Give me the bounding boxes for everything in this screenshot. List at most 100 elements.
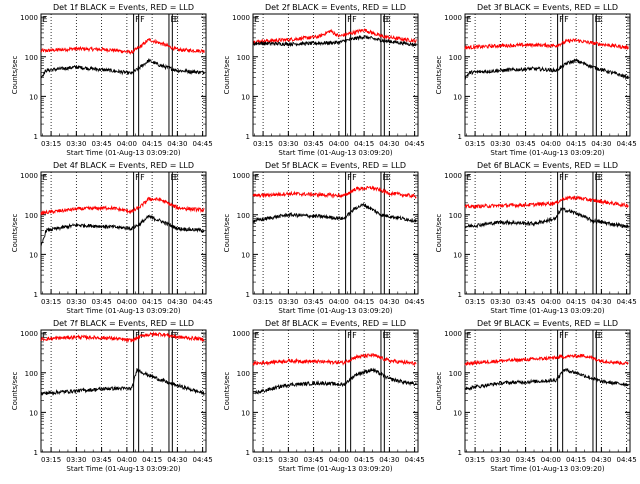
x-tick-label: 03:15 xyxy=(253,140,273,148)
x-tick-label: 03:45 xyxy=(304,140,324,148)
x-tick-label: 04:15 xyxy=(354,298,374,306)
lld-series-line xyxy=(464,195,629,210)
marker-letter-E: E xyxy=(174,173,179,182)
panel-title: Det 1f BLACK = Events, RED = LLD xyxy=(53,3,194,12)
plot-frame xyxy=(464,329,631,453)
x-tick-label: 03:15 xyxy=(465,298,485,306)
panel-det-8: Det 8f BLACK = Events, RED = LLD 1 10 100 10… xyxy=(223,319,425,473)
x-tick-label: 04:00 xyxy=(541,140,561,148)
marker-letter-F: F xyxy=(140,15,145,24)
x-axis-label: Start Time (01-Aug-13 03:09:20) xyxy=(66,149,180,157)
y-tick-label: 10 xyxy=(241,251,250,259)
x-tick-label: 03:45 xyxy=(92,298,112,306)
x-tick-label: 03:45 xyxy=(92,140,112,148)
x-tick-label: 04:30 xyxy=(167,140,187,148)
marker-letter-E: E xyxy=(467,331,472,340)
x-axis-label: Start Time (01-Aug-13 03:09:20) xyxy=(278,307,392,315)
lld-series-line xyxy=(40,331,205,344)
x-tick-label: 04:45 xyxy=(193,298,213,306)
marker-letter-E: E xyxy=(382,331,387,340)
events-series-line xyxy=(464,207,629,229)
marker-letter-F: F xyxy=(347,15,352,24)
marker-letter-E: E xyxy=(386,173,391,182)
marker-letter-E: E xyxy=(598,15,603,24)
x-tick-label: 03:45 xyxy=(304,456,324,464)
marker-letter-E: E xyxy=(170,173,175,182)
y-tick-label: 1000 xyxy=(232,330,250,338)
y-axis-label: Counts/sec xyxy=(223,372,231,411)
panel-title: Det 2f BLACK = Events, RED = LLD xyxy=(265,3,406,12)
marker-letter-E: E xyxy=(255,15,260,24)
x-tick-label: 03:15 xyxy=(465,140,485,148)
x-tick-label: 04:15 xyxy=(142,456,162,464)
y-tick-label: 100 xyxy=(237,370,250,378)
marker-letter-F: F xyxy=(347,173,352,182)
marker-letter-E: E xyxy=(467,173,472,182)
panel-det-4: Det 4f BLACK = Events, RED = LLD 1 10 100 10… xyxy=(11,161,213,315)
plot-frame xyxy=(464,13,631,137)
y-tick-label: 1000 xyxy=(444,172,462,180)
y-axis-label: Counts/sec xyxy=(223,56,231,95)
y-tick-label: 1000 xyxy=(444,14,462,22)
y-axis-label: Counts/sec xyxy=(11,56,19,95)
marker-letter-F: F xyxy=(135,331,140,340)
marker-letter-F: F xyxy=(564,15,569,24)
x-tick-label: 04:30 xyxy=(167,298,187,306)
x-tick-label: 03:15 xyxy=(253,456,273,464)
y-axis-label: Counts/sec xyxy=(11,214,19,253)
marker-letter-E: E xyxy=(382,173,387,182)
y-tick-label: 1 xyxy=(458,133,462,141)
x-tick-label: 03:30 xyxy=(278,298,298,306)
x-tick-label: 04:00 xyxy=(117,456,137,464)
events-series-line xyxy=(252,367,417,395)
y-tick-label: 100 xyxy=(449,54,462,62)
x-tick-label: 04:15 xyxy=(354,140,374,148)
lld-series-line xyxy=(252,185,417,199)
x-tick-label: 03:30 xyxy=(278,140,298,148)
events-series-line xyxy=(464,367,629,391)
marker-letter-E: E xyxy=(255,331,260,340)
events-series-line xyxy=(40,214,205,247)
y-tick-label: 100 xyxy=(237,54,250,62)
panel-title: Det 3f BLACK = Events, RED = LLD xyxy=(477,3,618,12)
lld-series-line xyxy=(252,352,417,367)
panel-det-6: Det 6f BLACK = Events, RED = LLD 1 10 100 10… xyxy=(435,161,637,315)
x-tick-label: 04:00 xyxy=(329,140,349,148)
y-tick-label: 100 xyxy=(237,212,250,220)
x-tick-label: 04:15 xyxy=(566,298,586,306)
x-tick-label: 04:30 xyxy=(379,456,399,464)
plot-frame xyxy=(40,329,207,453)
marker-letter-F: F xyxy=(347,331,352,340)
events-series-line xyxy=(40,368,205,397)
lld-series-line xyxy=(464,37,629,51)
marker-letter-F: F xyxy=(135,15,140,24)
marker-letter-E: E xyxy=(43,331,48,340)
lld-series-line xyxy=(40,38,205,55)
y-tick-label: 1 xyxy=(246,133,250,141)
x-tick-label: 04:45 xyxy=(405,298,425,306)
marker-letter-E: E xyxy=(174,331,179,340)
x-tick-label: 04:45 xyxy=(193,456,213,464)
panel-title: Det 9f BLACK = Events, RED = LLD xyxy=(477,319,618,328)
marker-letter-E: E xyxy=(382,15,387,24)
marker-letter-F: F xyxy=(135,173,140,182)
x-tick-label: 04:45 xyxy=(617,140,637,148)
events-series-line xyxy=(252,34,417,48)
x-tick-label: 04:15 xyxy=(566,140,586,148)
marker-letter-E: E xyxy=(43,15,48,24)
plot-frame xyxy=(40,171,207,295)
panel-det-9: Det 9f BLACK = Events, RED = LLD 1 10 100 10… xyxy=(435,319,637,473)
marker-letter-E: E xyxy=(594,173,599,182)
marker-letter-F: F xyxy=(352,15,357,24)
x-axis-label: Start Time (01-Aug-13 03:09:20) xyxy=(490,149,604,157)
marker-letter-E: E xyxy=(467,15,472,24)
x-tick-label: 04:15 xyxy=(566,456,586,464)
events-series-line xyxy=(252,202,417,224)
x-tick-label: 04:15 xyxy=(142,140,162,148)
y-tick-label: 10 xyxy=(241,409,250,417)
y-tick-label: 10 xyxy=(453,251,462,259)
x-axis-label: Start Time (01-Aug-13 03:09:20) xyxy=(490,307,604,315)
plot-frame xyxy=(40,13,207,137)
x-tick-label: 03:15 xyxy=(465,456,485,464)
